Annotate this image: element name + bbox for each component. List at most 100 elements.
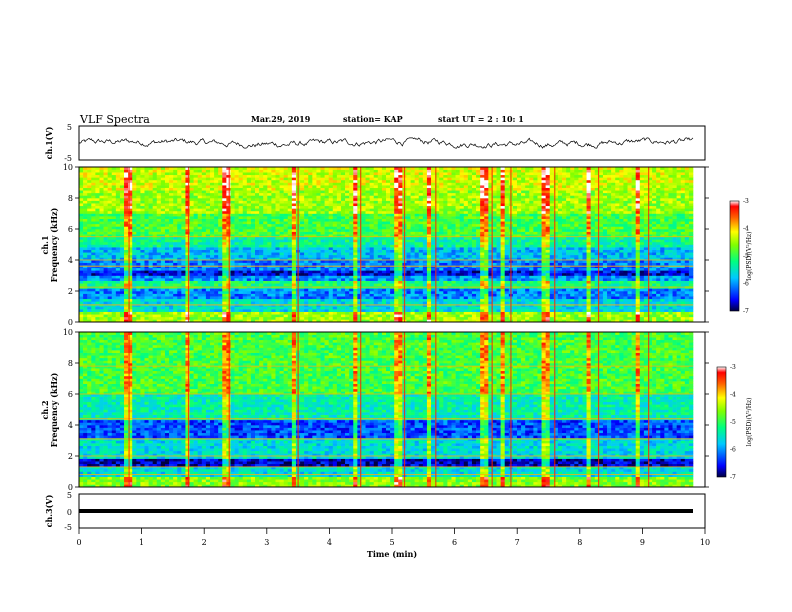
spectrogram-cell [447,244,452,248]
spectrogram-cell [275,252,280,256]
spectrogram-cell [148,291,153,294]
spectrogram-cell [357,288,362,292]
spectrogram-cell [660,262,665,266]
spectrogram-cell [124,257,129,261]
spectrogram-cell [557,275,563,279]
spectrogram-cell [390,280,395,284]
spectrogram-cell [357,319,362,323]
spectrogram-cell [451,301,456,305]
spectrogram-cell [164,314,170,318]
spectrogram-cell [406,301,411,305]
spectrogram-cell [631,309,636,312]
spectrogram-cell [537,296,542,300]
spectrogram-cell [304,293,309,297]
spectrogram-cell [328,260,334,263]
spectrogram-cell [443,275,448,279]
spectrogram-cell [95,288,100,292]
spectrogram-cell [291,293,297,297]
spectrogram-cell [152,257,158,261]
spectrogram-cell [361,244,366,248]
spectrogram-cell [111,314,117,318]
spectrogram-cell [476,314,481,318]
spectrogram-cell [623,278,628,281]
spectrogram-cell [684,311,690,315]
spectrogram-cell [570,283,575,287]
spectrogram-cell [353,314,358,318]
spectrogram-cell [119,234,125,238]
spectrogram-cell [455,275,460,279]
spectrogram-cell [250,257,256,261]
spectrogram-cell [574,306,579,310]
spectrogram-cell [439,239,444,243]
spectrogram-cell [607,272,612,276]
spectrogram-cell [189,244,194,248]
spectrogram-cell [590,252,596,256]
spectrogram-cell [541,247,546,250]
spectrogram-cell [422,298,428,302]
spectrogram-cell [394,267,399,271]
spectrogram-cell [308,241,313,245]
spectrogram-cell [246,265,252,269]
spectrogram-cell [324,288,329,292]
spectrogram-cell [562,293,567,297]
spectrogram-cell [320,288,325,292]
spectrogram-cell [173,306,178,310]
spectrogram-cell [541,252,546,256]
spectrogram-cell [398,257,403,261]
spectrogram-cell [226,278,231,281]
spectrogram-cell [283,280,289,284]
spectrogram-cell [647,288,653,292]
spectrogram-cell [594,293,600,297]
spectrogram-cell [160,311,166,315]
spectrogram-cell [148,301,153,305]
spectrogram-cell [304,314,309,318]
spectrogram-cell [668,298,673,302]
spectrogram-cell [635,265,641,269]
spectrogram-cell [99,275,104,279]
spectrogram-cell [340,296,346,300]
spectrogram-cell [197,244,203,248]
spectrogram-cell [553,254,559,258]
spectrogram-cell [525,298,530,302]
spectrogram-cell [631,249,636,253]
spectrogram-cell [324,239,329,243]
spectrogram-cell [349,265,354,269]
spectrogram-cell [660,254,665,258]
spectrogram-cell [214,257,219,261]
spectrogram-cell [594,247,600,250]
spectrogram-cell [377,278,383,281]
spectrogram-cell [607,239,612,243]
spectrogram-cell [267,239,272,243]
spectrogram-cell [95,262,100,266]
spectrogram-cell [107,301,113,305]
spectrogram-cell [660,288,665,292]
spectrogram-cell [647,236,653,240]
spectrogram-cell [623,244,628,248]
spectrogram-cell [398,236,403,240]
spectrogram-cell [398,314,403,318]
spectrogram-cell [287,239,293,243]
spectrogram-cell [83,244,88,248]
spectrogram-cell [230,244,235,248]
spectrogram-cell [144,301,149,305]
spectrogram-cell [144,309,149,312]
spectrogram-cell [259,252,264,256]
spectrogram-cell [324,249,329,253]
spectrogram-cell [164,247,170,250]
spectrogram-cell [484,319,489,323]
ch1-waveform-panel: 5 -5 ch.1(V) [44,123,706,163]
spectrogram-cell [410,272,415,276]
spectrogram-cell [676,267,682,271]
spectrogram-cell [549,306,555,310]
spectrogram-cell [336,298,342,302]
spectrogram-cell [533,236,538,240]
spectrogram-cell [336,254,342,258]
spectrogram-cell [643,280,649,284]
spectrogram-cell [164,316,170,320]
spectrogram-cell [562,288,567,292]
spectrogram-cell [525,280,530,284]
spectrogram-cell [324,283,329,287]
spectrogram-cell [377,260,383,263]
spectrogram-cell [209,301,215,305]
spectrogram-cell [660,283,665,287]
